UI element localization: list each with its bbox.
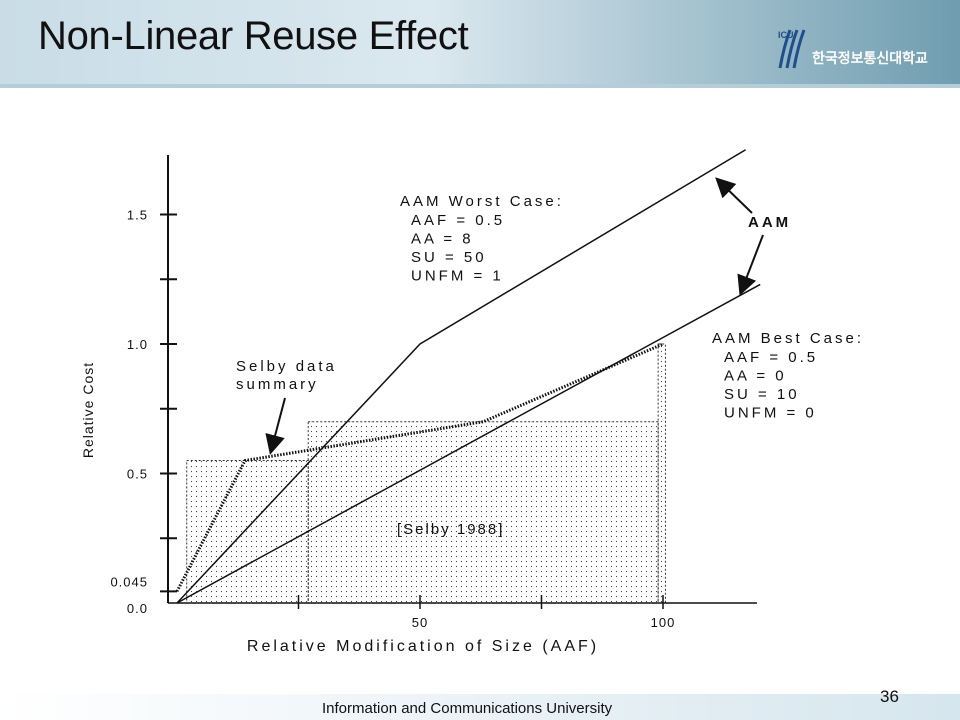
worst-case-param: AAF = 0.5 [411, 212, 505, 229]
institution-name: Information and Communications Universit… [322, 700, 613, 717]
worst-case-param: SU = 50 [411, 249, 487, 266]
best-case-param: SU = 10 [724, 386, 800, 403]
x-axis-title: Relative Modification of Size (AAF) [247, 638, 599, 655]
selby-bar [307, 421, 659, 604]
university-logo: ICU 한국정보통신대학교 [776, 26, 946, 70]
y-tick-label: 0.0 [127, 601, 148, 616]
y-tick-label: 0.5 [127, 467, 148, 482]
slide-header: Non-Linear Reuse Effect ICU 한국정보통신대학교 [0, 0, 960, 88]
best-case-param: UNFM = 0 [724, 405, 817, 422]
slide-title: Non-Linear Reuse Effect [38, 14, 469, 58]
selby-bar [657, 343, 666, 604]
selby-summary-label: summary [236, 376, 319, 393]
series-line-selby-data-summary [175, 342, 664, 593]
icu-logo-icon: ICU [778, 29, 806, 69]
logo-abbr: ICU [778, 30, 794, 40]
best-case-title: AAM Best Case: [712, 330, 864, 347]
y-axis-title: Relative Cost [80, 362, 96, 458]
x-tick-label: 50 [412, 615, 428, 630]
chart-axes [160, 155, 757, 609]
university-name: 한국정보통신대학교 [812, 51, 928, 67]
aam-best-arrow [737, 234, 764, 296]
best-case-param: AAF = 0.5 [724, 349, 818, 366]
best-case-param: AA = 0 [724, 368, 787, 385]
chart-labels: 0.0 0.045 0.5 1.0 1.5 50 100 Relative Modificat… [80, 177, 864, 655]
selby-reference: [Selby 1988] [397, 521, 504, 538]
aam-label: AAM [748, 214, 791, 231]
selby-summary-label: Selby data [236, 358, 337, 375]
worst-case-title: AAM Worst Case: [400, 193, 564, 210]
chart-series [175, 149, 761, 604]
page-number: 36 [880, 687, 899, 706]
worst-case-param: UNFM = 1 [411, 268, 504, 285]
y-tick-label: 1.0 [127, 337, 148, 352]
slide-footer: Information and Communications Universit… [0, 694, 960, 720]
header-rule [0, 84, 960, 88]
aam-worst-arrow [715, 177, 753, 214]
series-line-aam-best-case [176, 283, 761, 604]
worst-case-param: AA = 8 [411, 231, 474, 248]
y-tick-label: 1.5 [127, 208, 148, 223]
y-tick-label: 0.045 [110, 574, 148, 589]
selby-arrow [265, 397, 286, 455]
x-tick-label: 100 [651, 615, 676, 630]
series-line-aam-worst-case [176, 149, 747, 604]
